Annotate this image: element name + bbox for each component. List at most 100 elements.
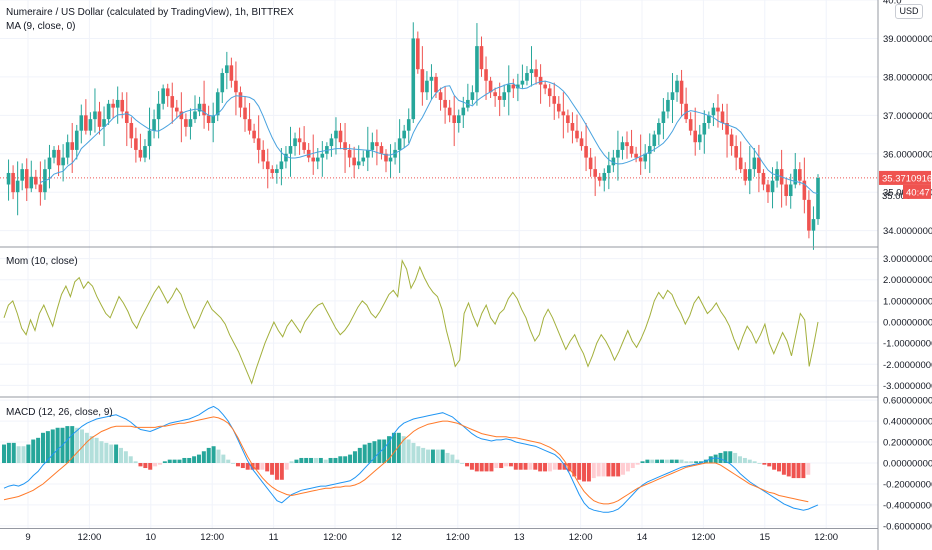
histogram-bar bbox=[148, 463, 153, 470]
axis-tick-label: 0.40000000 bbox=[883, 417, 932, 428]
candle-body bbox=[20, 169, 24, 181]
histogram-bar bbox=[426, 449, 431, 463]
histogram-bar bbox=[806, 463, 811, 475]
currency-button[interactable]: USD bbox=[895, 4, 923, 19]
axis-tick-label: 0.20000000 bbox=[883, 438, 932, 449]
histogram-bar bbox=[669, 459, 674, 463]
candle-body bbox=[588, 157, 593, 170]
histogram-bar bbox=[245, 463, 250, 470]
histogram-bar bbox=[357, 447, 362, 463]
candle-body bbox=[538, 76, 543, 85]
countdown-tag bbox=[903, 184, 931, 199]
candle-body bbox=[247, 119, 252, 131]
histogram-bar bbox=[499, 463, 504, 469]
histogram-bar bbox=[474, 463, 479, 472]
candle-body bbox=[265, 161, 270, 170]
candle-body bbox=[220, 73, 225, 93]
ma-legend[interactable]: MA (9, close, 0) bbox=[6, 21, 76, 32]
axis-tick-label: -1.00000000 bbox=[883, 339, 932, 350]
candle-body bbox=[484, 69, 488, 81]
histogram-bar bbox=[640, 461, 645, 463]
price-candles[interactable] bbox=[6, 22, 820, 250]
histogram-bar bbox=[660, 459, 665, 463]
histogram-bar bbox=[2, 444, 6, 463]
candle-body bbox=[747, 169, 752, 181]
candle-body bbox=[252, 130, 256, 139]
histogram-bar bbox=[713, 454, 718, 463]
histogram-bar bbox=[650, 459, 655, 463]
signal-polyline bbox=[3, 416, 809, 505]
candle-body bbox=[734, 146, 738, 158]
axis-tick-label: -0.40000000 bbox=[883, 500, 932, 511]
histogram-bar bbox=[611, 463, 616, 477]
candle-body bbox=[6, 172, 11, 185]
candle-body bbox=[597, 176, 602, 181]
candle-body bbox=[488, 80, 493, 93]
candle-body bbox=[88, 119, 93, 131]
histogram-bar bbox=[11, 442, 16, 463]
candle-body bbox=[579, 138, 584, 147]
histogram-bar bbox=[367, 442, 372, 463]
candle-body bbox=[529, 69, 534, 74]
candle-body bbox=[461, 107, 466, 116]
candle-body bbox=[147, 130, 152, 147]
candle-body bbox=[188, 119, 193, 127]
histogram-bar bbox=[309, 457, 314, 463]
histogram-bar bbox=[796, 463, 801, 479]
histogram-bar bbox=[192, 456, 197, 463]
time-tick-label: 11 bbox=[269, 532, 279, 543]
axis-tick-label: 1.00000000 bbox=[883, 296, 932, 307]
histogram-bar bbox=[279, 463, 284, 480]
momentum-legend[interactable]: Mom (10, close) bbox=[6, 256, 78, 267]
histogram-bar bbox=[182, 457, 187, 463]
candle-body bbox=[561, 111, 566, 116]
candle-body bbox=[811, 219, 816, 231]
candle-body bbox=[766, 184, 770, 193]
time-tick-label: 12:00 bbox=[200, 532, 224, 543]
candle-body bbox=[293, 138, 297, 147]
histogram-bar bbox=[708, 456, 713, 463]
momentum-polyline bbox=[3, 259, 819, 385]
candle-body bbox=[315, 157, 320, 162]
histogram-bar bbox=[377, 439, 382, 463]
moving-average-line bbox=[40, 80, 819, 195]
candle-body bbox=[657, 123, 661, 135]
candle-body bbox=[720, 111, 725, 123]
histogram-bar bbox=[187, 457, 192, 463]
chart-title-legend[interactable]: Numeraire / US Dollar (calculated by Tra… bbox=[6, 7, 294, 18]
candle-body bbox=[97, 111, 102, 127]
price-axis[interactable]: 34.0000000035.0000000036.0000000037.0000… bbox=[883, 0, 932, 532]
candle-body bbox=[506, 84, 511, 93]
histogram-bar bbox=[494, 463, 499, 469]
histogram-bar bbox=[362, 444, 367, 463]
histogram-bar bbox=[718, 452, 723, 463]
axis-tick-label: 34.00000000 bbox=[883, 226, 932, 237]
histogram-bar bbox=[40, 432, 45, 463]
last-price-tag-text: 35.37109163 bbox=[882, 173, 932, 184]
candle-body bbox=[652, 134, 657, 147]
histogram-bar bbox=[733, 452, 738, 463]
candle-body bbox=[347, 149, 352, 158]
histogram-bar bbox=[582, 463, 587, 482]
candle-body bbox=[670, 92, 675, 100]
histogram-bar bbox=[791, 463, 796, 479]
time-axis[interactable]: 9 12:00 10 12:00 11 12:00 12 12:00 13 12:00 14 12:0… bbox=[25, 532, 838, 543]
candle-body bbox=[138, 149, 143, 158]
histogram-bar bbox=[406, 439, 411, 463]
pane-dividers[interactable] bbox=[0, 0, 879, 550]
histogram-bar bbox=[31, 439, 36, 463]
candle-body bbox=[497, 96, 502, 100]
candle-body bbox=[52, 149, 56, 158]
histogram-bar bbox=[284, 463, 289, 470]
candle-body bbox=[379, 146, 384, 154]
time-tick-label: 12:00 bbox=[323, 532, 347, 543]
candle-body bbox=[584, 146, 588, 158]
candle-body bbox=[175, 107, 179, 112]
macd-legend[interactable]: MACD (12, 26, close, 9) bbox=[6, 407, 113, 418]
candle-body bbox=[593, 169, 597, 177]
candle-body bbox=[256, 138, 261, 150]
histogram-bar bbox=[294, 459, 299, 463]
candle-body bbox=[120, 99, 125, 112]
